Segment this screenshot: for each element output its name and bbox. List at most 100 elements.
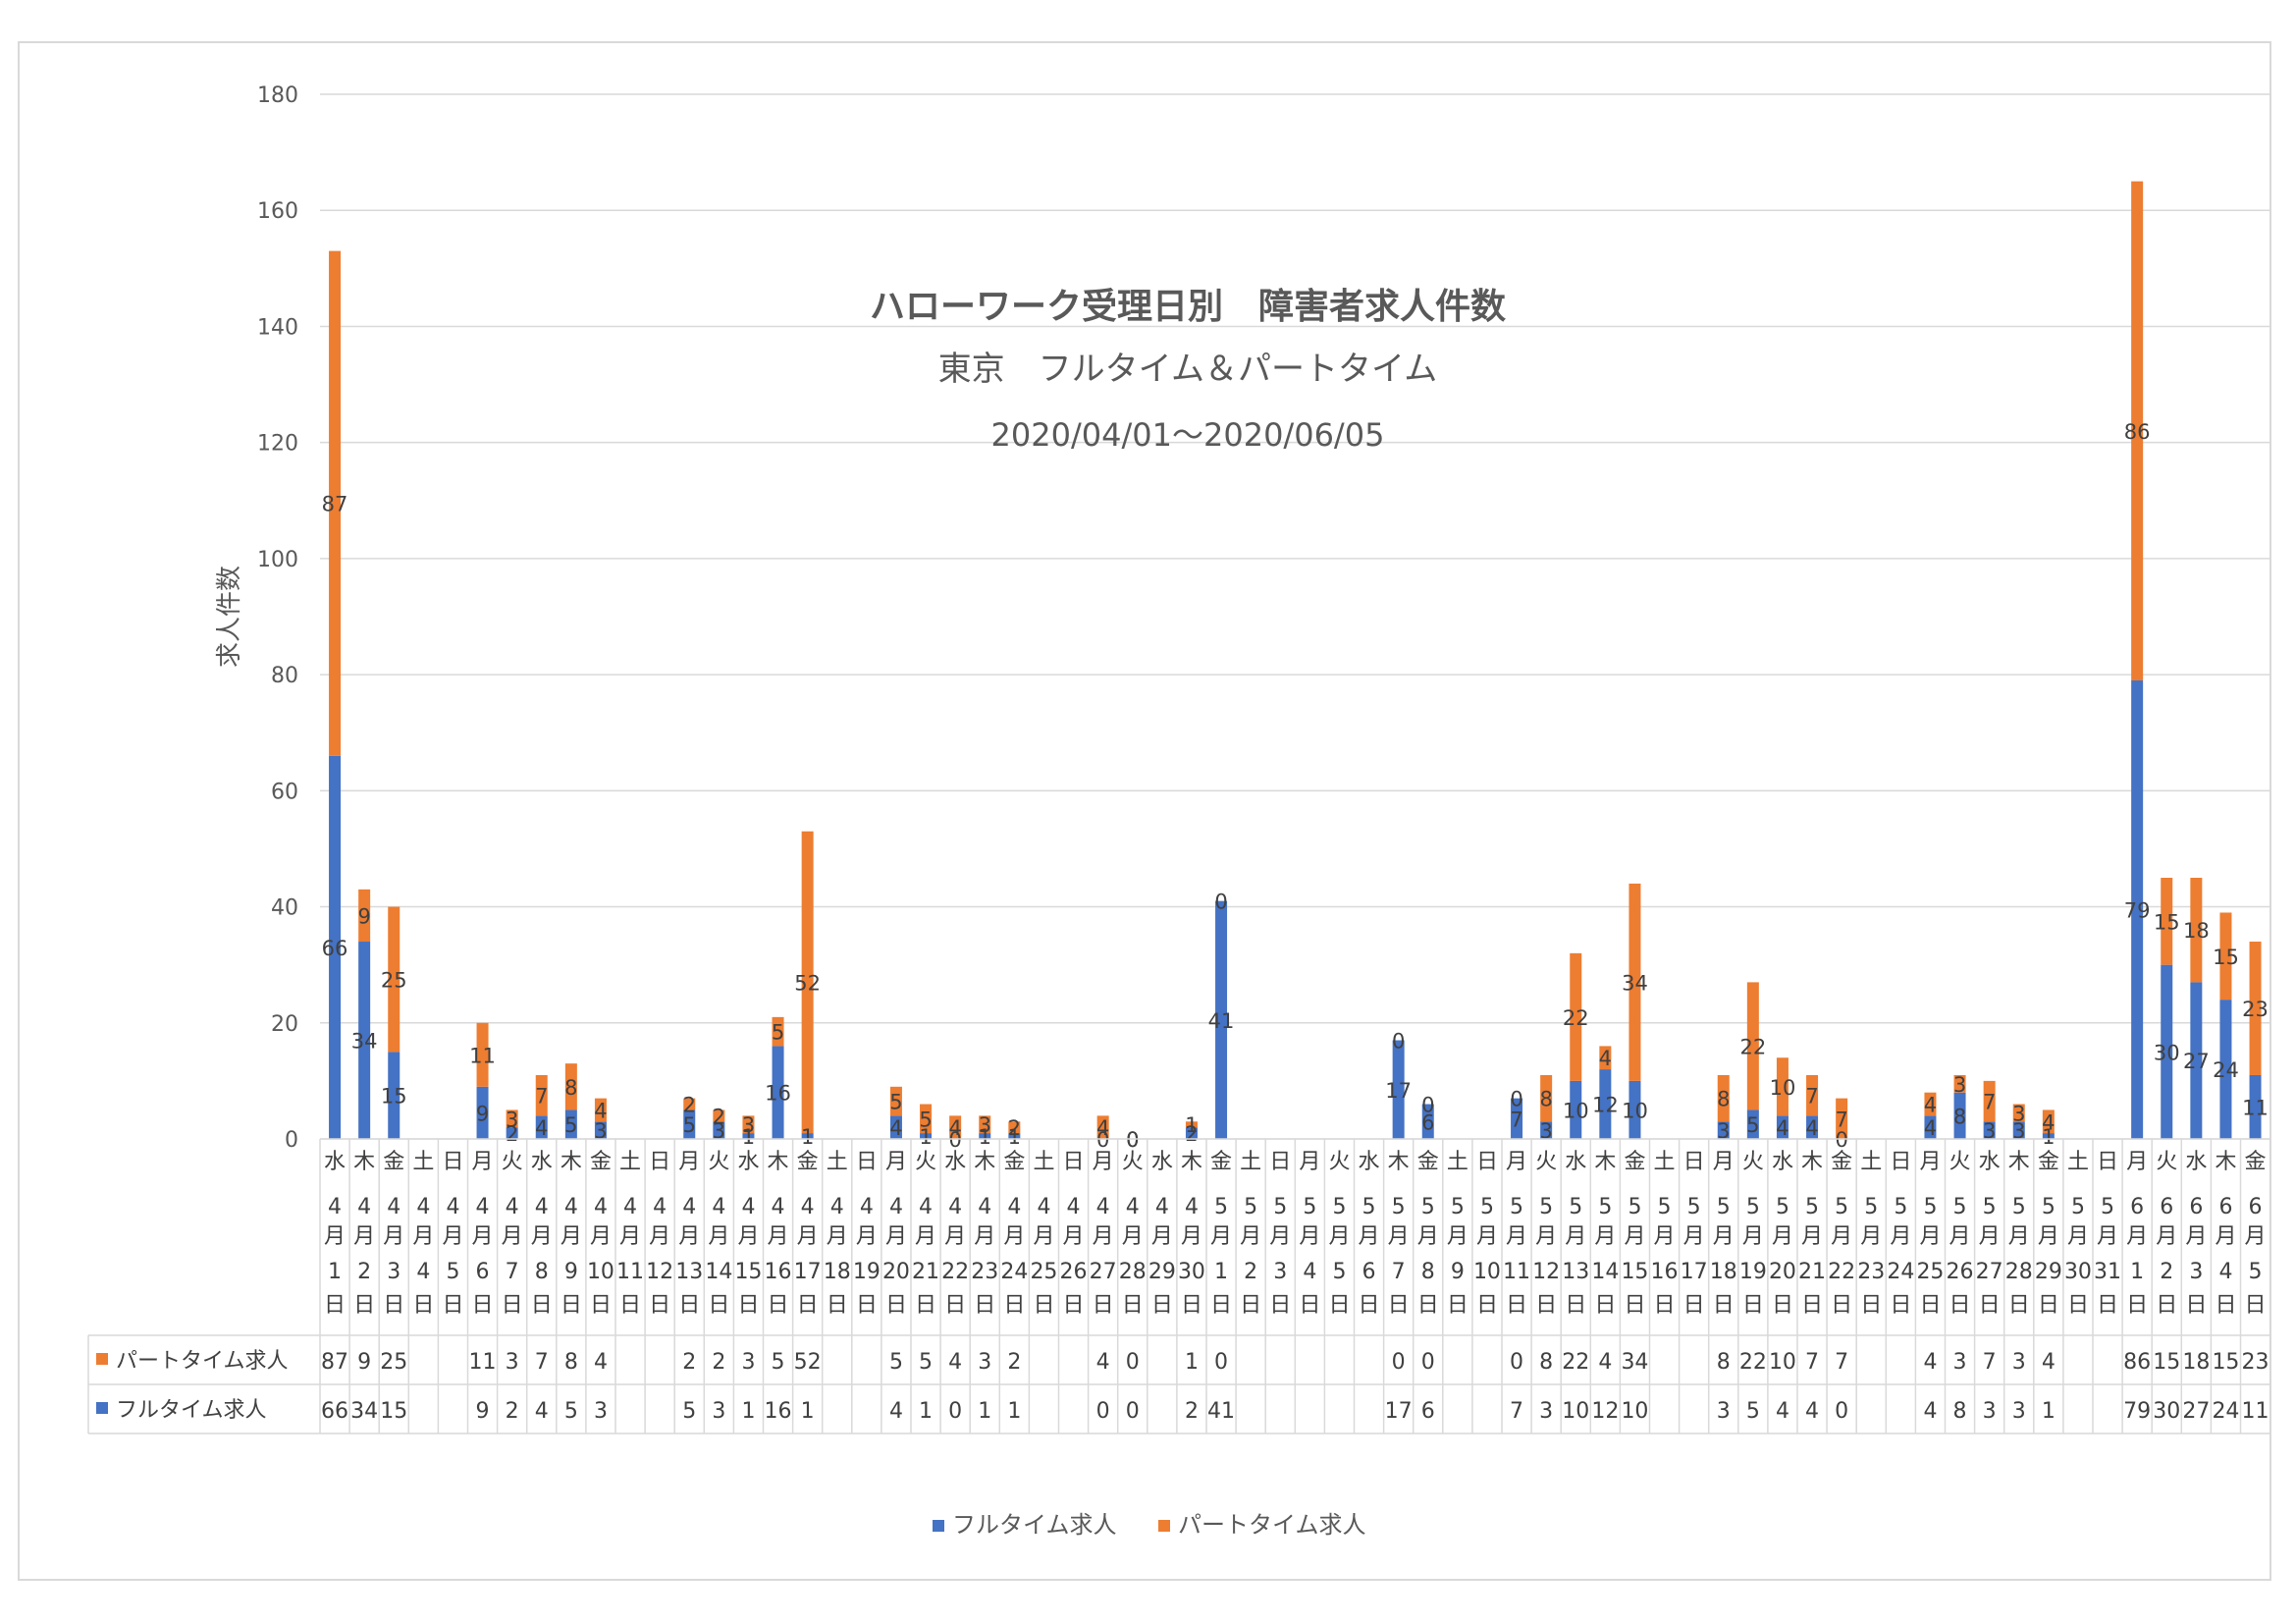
- table-header-date-char: 日: [2156, 1293, 2177, 1318]
- data-label-fulltime: 5: [1746, 1113, 1759, 1137]
- table-header-weekday: 水: [324, 1150, 346, 1174]
- bar-fulltime: [1806, 1115, 1819, 1139]
- y-tick-label: 60: [271, 780, 298, 804]
- table-header-month-number: 4: [506, 1195, 519, 1219]
- data-label-fulltime: 15: [381, 1085, 407, 1109]
- table-header-date-number: 19: [853, 1260, 881, 1284]
- data-label-parttime: 2: [1008, 1116, 1021, 1140]
- table-header-month-char: 月: [974, 1224, 995, 1249]
- table-header-month-char: 月: [1063, 1224, 1085, 1249]
- table-cell-fulltime: 11: [2242, 1399, 2269, 1424]
- bar-parttime: [772, 1016, 784, 1047]
- table-cell-parttime: 87: [321, 1350, 348, 1375]
- table-cell-fulltime: 3: [1717, 1399, 1731, 1424]
- table-header-date-number: 28: [2005, 1260, 2033, 1284]
- table-cell-fulltime: 34: [350, 1399, 378, 1424]
- table-cell-parttime: 0: [1126, 1350, 1140, 1375]
- table-cell-fulltime: 1: [741, 1399, 755, 1424]
- data-label-parttime: 7: [1805, 1085, 1818, 1109]
- chart-frame: 0 20 40 60 80 100 120 140 160 180 求人件数 66 87 34 9 15 2…: [18, 41, 2271, 1581]
- data-label-parttime: 34: [1622, 971, 1648, 995]
- table-header-month-char: 月: [412, 1224, 434, 1249]
- table-header-date-char: 日: [944, 1293, 966, 1318]
- table-cell-fulltime: 4: [535, 1399, 549, 1424]
- table-cell-parttime: 4: [1096, 1350, 1110, 1375]
- table-header-date-char: 日: [856, 1293, 878, 1318]
- table-header-weekday: 水: [1359, 1150, 1380, 1174]
- table-header-month-number: 4: [682, 1195, 696, 1219]
- table-header-weekday: 土: [1033, 1150, 1054, 1174]
- bar-parttime: [1717, 1074, 1730, 1122]
- table-cell-parttime: 7: [1805, 1350, 1819, 1375]
- table-header-date-number: 7: [506, 1260, 519, 1284]
- data-label-fulltime: 79: [2124, 899, 2151, 923]
- table-header-weekday: 金: [383, 1150, 404, 1174]
- table-header-weekday: 火: [1742, 1150, 1764, 1174]
- data-label-parttime: 3: [2012, 1102, 2025, 1125]
- bar-parttime: [949, 1115, 962, 1139]
- table-cell-parttime: 22: [1562, 1350, 1589, 1375]
- bar-fulltime: [2131, 680, 2144, 1139]
- table-header-weekday: 水: [1979, 1150, 2001, 1174]
- table-header-date-char: 日: [412, 1293, 434, 1318]
- table-header-date-char: 日: [1240, 1293, 1261, 1318]
- data-label-fulltime: 3: [713, 1119, 725, 1143]
- bar-parttime: [329, 250, 342, 756]
- data-label-parttime: 87: [322, 493, 348, 516]
- table-header-date-number: 4: [2218, 1260, 2232, 1284]
- bar-fulltime: [1924, 1115, 1937, 1139]
- table-header-weekday: 木: [1801, 1150, 1823, 1174]
- table-header-weekday: 月: [472, 1150, 494, 1174]
- table-header-date-char: 日: [1654, 1293, 1676, 1318]
- table-header-month-number: 5: [1421, 1195, 1435, 1219]
- table-header-month-number: 4: [919, 1195, 933, 1219]
- table-header-weekday: 金: [2038, 1150, 2059, 1174]
- data-label-parttime: 4: [948, 1116, 961, 1140]
- table-header-month-number: 5: [1835, 1195, 1848, 1219]
- bar-fulltime: [1392, 1040, 1405, 1139]
- table-header-weekday: 木: [1181, 1150, 1202, 1174]
- table-header-weekday: 日: [2097, 1150, 2118, 1174]
- table-cell-parttime: 7: [1983, 1350, 1997, 1375]
- table-header-weekday: 日: [1890, 1150, 1911, 1174]
- table-header-date-number: 3: [387, 1260, 400, 1284]
- table-cell-fulltime: 1: [2042, 1399, 2056, 1424]
- data-label-parttime: 52: [794, 971, 821, 995]
- table-header-date-number: 4: [416, 1260, 430, 1284]
- table-header-month-char: 月: [324, 1224, 346, 1249]
- table-header-weekday: 金: [1831, 1150, 1852, 1174]
- table-header-month-char: 月: [1772, 1224, 1793, 1249]
- table-header-month-char: 月: [1417, 1224, 1439, 1249]
- table-header-weekday: 金: [2245, 1150, 2267, 1174]
- data-label-fulltime: 3: [1539, 1119, 1552, 1143]
- table-cell-fulltime: 4: [1805, 1399, 1819, 1424]
- table-header-weekday: 日: [649, 1150, 670, 1174]
- table-header-month-number: 5: [1953, 1195, 1967, 1219]
- table-header-month-char: 月: [1328, 1224, 1350, 1249]
- table-header-date-char: 日: [768, 1293, 789, 1318]
- table-header-date-char: 日: [1860, 1293, 1882, 1318]
- table-header-month-char: 月: [2185, 1224, 2207, 1249]
- bar-fulltime: [2249, 1074, 2262, 1139]
- bar-fulltime: [1511, 1098, 1523, 1139]
- table-header-month-char: 月: [590, 1224, 612, 1249]
- table-header-date-char: 日: [2008, 1293, 2030, 1318]
- table-header-date-char: 日: [2215, 1293, 2236, 1318]
- table-header-date-number: 17: [794, 1260, 822, 1284]
- table-header-date-number: 13: [1562, 1260, 1589, 1284]
- table-header-weekday: 金: [1210, 1150, 1232, 1174]
- table-header-month-number: 5: [1244, 1195, 1257, 1219]
- table-header-month-number: 5: [1392, 1195, 1406, 1219]
- table-cell-parttime: 2: [712, 1350, 725, 1375]
- table-cell-fulltime: 41: [1207, 1399, 1235, 1424]
- bar-parttime: [535, 1074, 548, 1116]
- bar-parttime: [801, 831, 814, 1134]
- table-header-month-number: 4: [772, 1195, 785, 1219]
- data-label-fulltime: 0: [948, 1128, 961, 1152]
- bar-fulltime: [1953, 1092, 1966, 1139]
- table-header-month-number: 4: [446, 1195, 459, 1219]
- table-cell-parttime: 22: [1739, 1350, 1767, 1375]
- table-header-date-number: 10: [587, 1260, 614, 1284]
- table-header-date-number: 17: [1681, 1260, 1708, 1284]
- table-header-date-number: 13: [675, 1260, 703, 1284]
